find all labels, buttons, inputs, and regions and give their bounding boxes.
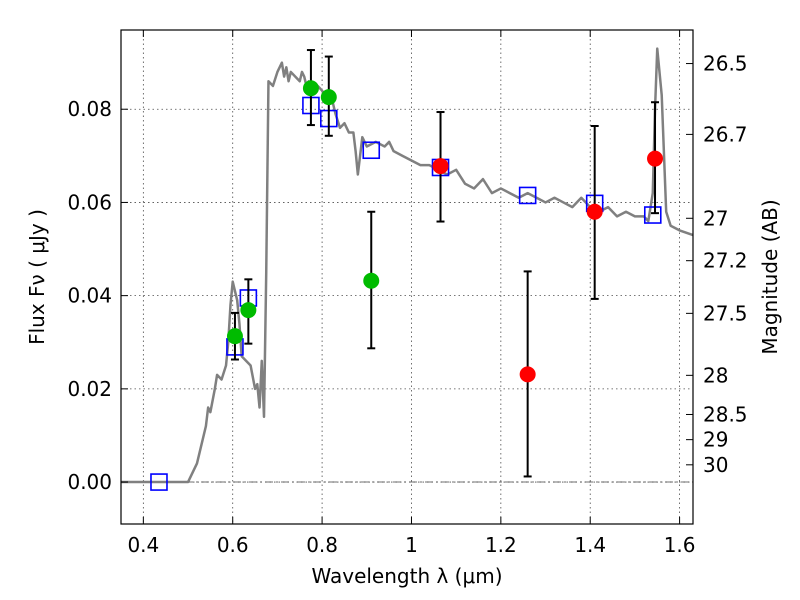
model-flux-square — [643, 206, 662, 224]
model-flux-square — [150, 473, 168, 491]
right-tick-label: 27.5 — [703, 301, 748, 325]
x-tick-label: 1.4 — [574, 533, 606, 557]
x-tick-label: 1.2 — [485, 533, 517, 557]
x-axis-label: Wavelength λ (μm) — [311, 564, 502, 588]
x-tick-label: 0.4 — [127, 533, 159, 557]
right-tick-label: 26.5 — [703, 52, 748, 76]
right-tick-label: 27 — [703, 206, 728, 230]
right-tick-label: 26.7 — [703, 122, 748, 146]
x-tick-label: 1.6 — [664, 533, 696, 557]
observed-flux-point — [519, 366, 536, 383]
observed-flux-point — [363, 272, 380, 289]
y-tick-label: 0.02 — [67, 377, 112, 401]
plot-area — [121, 47, 694, 491]
model-spectrum-line — [121, 47, 694, 484]
y-tick-label: 0.04 — [67, 284, 112, 308]
right-axis-label: Magnitude (AB) — [758, 199, 782, 354]
y-axis-label: Flux Fν ( μJy ) — [25, 209, 49, 345]
y-tick-label: 0.00 — [67, 470, 112, 494]
observed-flux-point — [647, 150, 664, 167]
right-tick-label: 29 — [703, 428, 728, 452]
right-tick-label: 27.2 — [703, 249, 748, 273]
observed-flux-point — [226, 328, 243, 345]
y-tick-label: 0.06 — [67, 190, 112, 214]
observed-flux-point — [320, 89, 337, 106]
x-tick-label: 0.8 — [306, 533, 338, 557]
observed-flux-point — [240, 302, 257, 319]
right-tick-label: 28.5 — [703, 402, 748, 426]
model-flux-square — [362, 141, 381, 160]
y-tick-label: 0.08 — [67, 97, 112, 121]
right-tick-label: 28 — [703, 363, 728, 387]
right-tick-label: 30 — [703, 453, 728, 477]
x-tick-label: 1 — [405, 533, 418, 557]
observed-flux-point — [302, 80, 319, 97]
observed-flux-point — [586, 203, 603, 220]
axis-ticks: 0.4 0.6 0.8 1 1.2 1.4 1.6 0.00 0.02 0.04 0.06 0.08 2… — [67, 30, 748, 557]
plot-frame — [120, 29, 694, 525]
x-tick-label: 0.6 — [217, 533, 249, 557]
observed-flux-point — [432, 158, 449, 175]
model-flux-square — [518, 186, 537, 205]
grid — [121, 30, 693, 524]
